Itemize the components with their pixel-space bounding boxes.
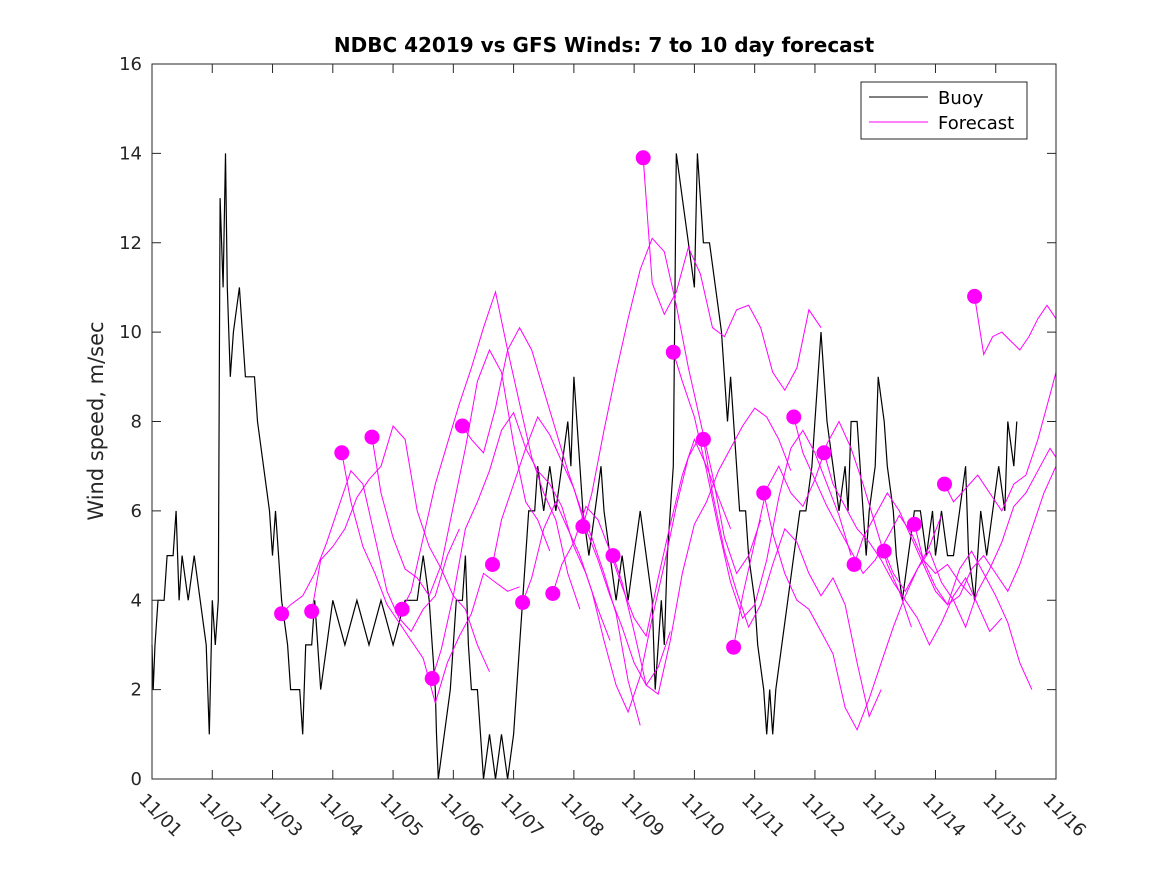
y-tick-label: 8 <box>131 412 142 433</box>
forecast-start-markers <box>274 150 983 686</box>
buoy-line <box>151 153 1018 780</box>
forecast-start-marker-10 <box>575 519 591 534</box>
forecast-start-marker-13 <box>665 344 681 360</box>
forecast-line-16 <box>763 492 942 731</box>
forecast-start-marker-22 <box>937 476 952 492</box>
y-axis-label: Wind speed, m/sec <box>84 321 108 520</box>
forecast-start-marker-8 <box>515 595 531 610</box>
forecast-start-marker-17 <box>786 409 802 425</box>
forecast-start-marker-11 <box>605 548 621 564</box>
forecast-start-marker-12 <box>635 150 651 166</box>
forecast-start-marker-21 <box>906 516 922 532</box>
forecast-line-14 <box>702 439 882 718</box>
forecast-start-marker-16 <box>756 485 772 501</box>
legend-box <box>860 81 1028 140</box>
forecast-line-5 <box>431 411 611 679</box>
y-tick-label: 10 <box>119 322 142 343</box>
y-axis-ticks: 0 2 4 6 8 10 12 14 16 <box>119 54 1056 790</box>
forecast-start-marker-0 <box>274 606 290 622</box>
buoy-series <box>151 153 1018 780</box>
forecast-line-10 <box>582 237 762 575</box>
forecast-line-12 <box>642 157 822 392</box>
forecast-start-marker-1 <box>304 603 320 619</box>
y-tick-label: 6 <box>131 501 142 522</box>
forecast-line-6 <box>461 326 641 726</box>
forecast-start-marker-3 <box>364 429 380 445</box>
legend: Buoy Forecast <box>860 81 1028 140</box>
forecast-line-18 <box>823 452 1003 647</box>
y-tick-label: 16 <box>119 54 142 75</box>
chart-title: NDBC 42019 vs GFS Winds: 7 to 10 day for… <box>334 33 875 57</box>
forecast-start-marker-18 <box>816 445 832 461</box>
forecast-line-11 <box>612 407 792 695</box>
forecast-start-marker-19 <box>846 557 862 572</box>
forecast-line-8 <box>522 434 701 714</box>
forecast-line-1 <box>311 425 490 673</box>
forecast-start-marker-23 <box>967 288 983 304</box>
forecast-line-0 <box>281 469 460 633</box>
forecast-start-marker-6 <box>454 418 470 434</box>
forecast-start-marker-15 <box>726 639 742 655</box>
forecast-start-marker-9 <box>545 586 561 601</box>
forecast-line-23 <box>974 296 1057 357</box>
forecast-start-marker-4 <box>394 601 410 617</box>
y-tick-label: 4 <box>131 590 142 611</box>
forecast-start-marker-2 <box>334 445 350 461</box>
y-tick-label: 14 <box>119 143 142 164</box>
forecast-line-19 <box>853 492 1033 690</box>
forecast-start-marker-7 <box>485 557 500 572</box>
forecast-line-20 <box>883 447 1057 629</box>
forecast-start-marker-5 <box>424 671 440 686</box>
legend-buoy-label: Buoy <box>938 88 984 109</box>
y-tick-label: 0 <box>131 769 142 790</box>
forecast-start-marker-14 <box>695 431 711 447</box>
forecast-line-3 <box>371 348 551 597</box>
y-tick-label: 2 <box>131 680 142 701</box>
forecast-line-4 <box>401 289 581 610</box>
y-tick-label: 12 <box>119 233 142 254</box>
plot-area <box>152 64 1056 779</box>
legend-forecast-label: Forecast <box>938 113 1014 134</box>
forecast-line-22 <box>944 372 1057 512</box>
forecast-start-marker-20 <box>876 543 892 559</box>
forecast-line-21 <box>913 465 1057 606</box>
forecast-series <box>281 157 1057 731</box>
